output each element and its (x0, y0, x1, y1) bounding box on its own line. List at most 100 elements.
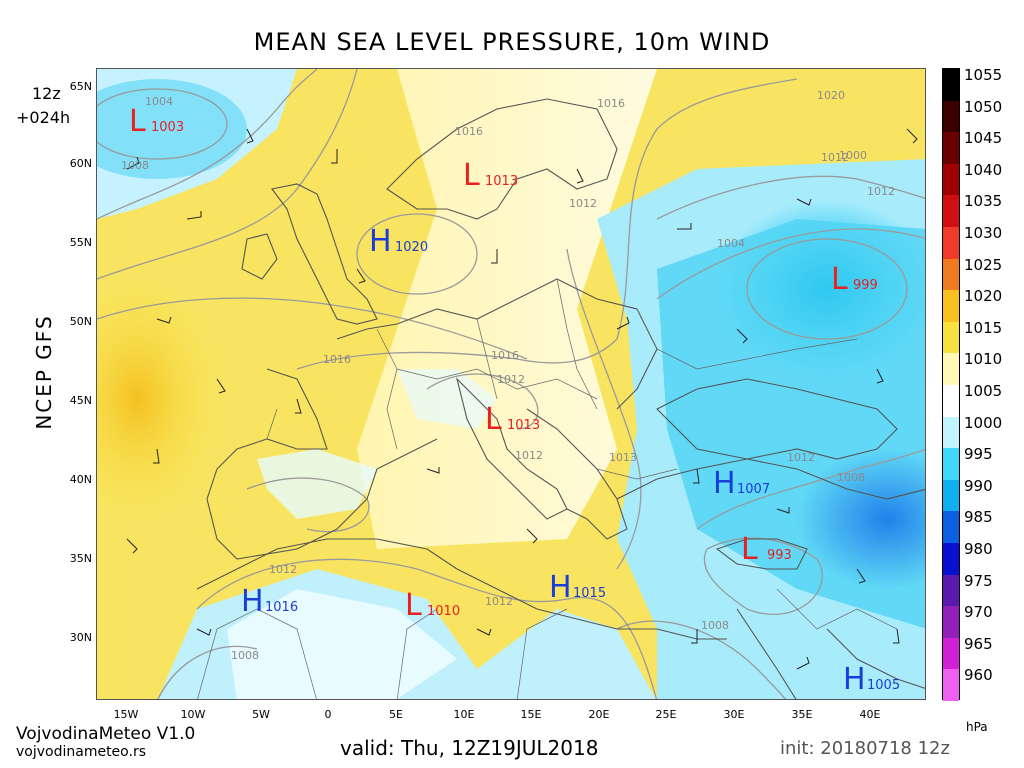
isobar-line (97, 69, 318, 220)
lon-label: 20E (588, 708, 610, 721)
isobar-label: 1012 (515, 449, 543, 462)
colorbar-segment (943, 132, 959, 165)
lead-time: +024h (16, 108, 71, 127)
lat-label: 30N (69, 631, 92, 644)
map-canvas: 1004 1008 1016 1016 1012 1020 1012 1004 … (97, 69, 925, 699)
pressure-value: 1013 (507, 418, 540, 433)
colorbar-segment (943, 195, 959, 228)
isobar-label: 1016 (455, 125, 483, 138)
coastline-iberia-france (206, 368, 438, 560)
colorbar-segment (943, 100, 959, 133)
colorbar-label: 1030 (964, 224, 1003, 242)
isobar-label: 1012 (485, 595, 513, 608)
colorbar-segment (943, 385, 959, 418)
isobar-label: 1012 (269, 563, 297, 576)
colorbar-segment (943, 669, 959, 702)
low-center: L 1013 (485, 402, 540, 437)
lon-label: 10W (180, 708, 206, 721)
isobar-label: 1012 (821, 151, 849, 164)
isobar-label: 1016 (323, 353, 351, 366)
isobar-line (296, 78, 798, 370)
isobar-label: 1008 (701, 619, 729, 632)
colorbar-segment (943, 353, 959, 386)
isobar-label: 1004 (145, 95, 173, 108)
lat-label: 35N (69, 552, 92, 565)
low-center: L 993 (741, 532, 792, 567)
colorbar-label: 975 (964, 571, 993, 590)
coastline-north-africa (196, 538, 727, 640)
wind-barb (776, 507, 790, 514)
isobar-label: 1020 (817, 89, 845, 102)
isobar-line (97, 297, 528, 360)
border-line (596, 468, 678, 480)
colorbar-segment (943, 511, 959, 544)
isobar-line (157, 645, 258, 699)
wind-barb (331, 149, 338, 164)
isobar-label: 1012 (497, 373, 525, 386)
colorbar-segment (943, 479, 959, 512)
low-center: L 1013 (463, 158, 518, 193)
colorbar-label: 1010 (964, 350, 1003, 369)
pressure-letter: L (741, 532, 758, 567)
lon-label: 5E (389, 708, 403, 721)
border-line (396, 368, 598, 400)
border-line (556, 278, 598, 410)
colorbar-segment (943, 258, 959, 291)
pressure-value: 999 (853, 278, 878, 293)
colorbar-segment (943, 543, 959, 576)
wind-barb (796, 656, 810, 670)
pressure-value: 1005 (867, 678, 900, 693)
wind-barb (691, 629, 698, 644)
lon-label: 0 (324, 708, 332, 721)
pressure-letter: H (241, 584, 264, 619)
colorbar-segment (943, 321, 959, 354)
pressure-letter: L (405, 588, 422, 623)
field-iberia-thermal (257, 449, 377, 519)
colorbar-segment (943, 69, 959, 102)
isobar-label: 1012 (787, 451, 815, 464)
pressure-letter: H (369, 224, 392, 259)
wind-barb (476, 628, 492, 636)
wind-barb (736, 328, 748, 344)
wind-barb (796, 198, 812, 206)
coastline-north-europe (336, 278, 658, 410)
isobar-label: 1016 (491, 349, 519, 362)
wind-barb (856, 568, 866, 584)
isobar-line (97, 88, 228, 160)
isobar-line (97, 69, 358, 280)
border-line (776, 588, 898, 630)
colorbar-label: 985 (964, 508, 993, 527)
isobar-line (656, 228, 925, 300)
lat-label: 60N (69, 157, 92, 170)
pressure-value: 993 (767, 548, 792, 563)
colorbar-segment (943, 637, 959, 670)
colorbar-segment (943, 290, 959, 323)
wind-barb (526, 528, 538, 544)
wind-barb (893, 628, 900, 644)
wind-barb (153, 448, 160, 464)
lon-label: 15W (113, 708, 139, 721)
isobar-label: 1008 (837, 471, 865, 484)
coastline-scandinavia (386, 98, 618, 220)
colorbar-label: 1045 (964, 129, 1003, 148)
high-center: H 1007 (713, 466, 770, 501)
pressure-letter: H (843, 662, 866, 697)
lat-label: 40N (69, 473, 92, 486)
colorbar-label: 1055 (964, 66, 1003, 84)
pressure-centers: L 1003 L 1013 H 1020 L 999 L 1013 H 1007 (129, 104, 900, 697)
high-center: H 1020 (369, 224, 428, 259)
coastline-britain (271, 183, 378, 325)
lon-label: 40E (859, 708, 881, 721)
colorbar-label: 980 (964, 540, 993, 558)
wind-barb (576, 168, 584, 184)
high-center: H 1016 (241, 584, 298, 619)
map-title: MEAN SEA LEVEL PRESSURE, 10m WIND (253, 28, 771, 56)
colorbar-segment (943, 574, 959, 607)
coastline-black-sea (656, 378, 898, 460)
wind-barbs (126, 128, 918, 670)
isobar-label: 1012 (867, 185, 895, 198)
border-line (376, 328, 398, 450)
field-low-south-east (797, 449, 925, 589)
lat-label: 55N (69, 236, 92, 249)
valid-time: valid: Thu, 12Z19JUL2018 (340, 736, 599, 760)
